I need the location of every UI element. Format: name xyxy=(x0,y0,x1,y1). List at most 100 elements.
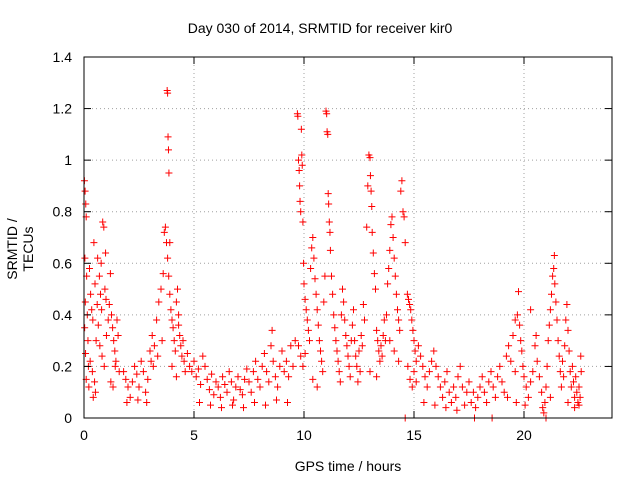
data-point-marker xyxy=(271,373,279,381)
data-point-marker xyxy=(111,347,119,355)
data-point-marker xyxy=(529,368,537,376)
data-point-marker xyxy=(538,388,546,396)
data-point-marker xyxy=(167,306,175,314)
data-point-marker xyxy=(225,368,233,376)
data-point-marker xyxy=(93,301,101,309)
data-point-marker xyxy=(325,200,333,208)
data-point-marker xyxy=(164,133,172,141)
data-point-marker xyxy=(314,321,322,329)
data-point-marker xyxy=(82,350,90,358)
data-point-marker xyxy=(146,347,154,355)
data-point-marker xyxy=(164,89,172,97)
data-point-marker xyxy=(454,373,462,381)
data-point-marker xyxy=(299,362,307,370)
data-point-marker xyxy=(147,357,155,365)
data-point-marker xyxy=(337,311,345,319)
data-point-marker xyxy=(295,156,302,164)
data-point-marker xyxy=(100,223,108,231)
data-point-marker xyxy=(352,352,360,360)
data-point-marker xyxy=(485,378,493,386)
data-point-marker xyxy=(373,326,381,334)
data-point-marker xyxy=(541,399,549,407)
data-point-marker xyxy=(554,337,562,345)
data-point-marker xyxy=(351,337,359,345)
data-point-marker xyxy=(357,331,365,339)
data-point-marker xyxy=(81,298,89,306)
data-point-marker xyxy=(84,337,92,345)
data-point-marker xyxy=(561,342,569,350)
data-point-marker xyxy=(174,285,181,293)
data-point-marker xyxy=(326,228,334,236)
data-point-marker xyxy=(98,352,106,360)
data-point-marker xyxy=(313,306,321,314)
data-point-marker xyxy=(410,368,418,376)
data-point-marker xyxy=(364,182,372,190)
data-point-marker xyxy=(303,316,311,324)
data-point-marker xyxy=(535,373,543,381)
y-tick-label: 0.2 xyxy=(53,358,73,374)
data-point-marker xyxy=(197,380,205,388)
data-point-marker xyxy=(390,347,398,355)
y-tick-label: 0.4 xyxy=(53,307,73,323)
data-point-marker xyxy=(478,373,486,381)
data-point-marker xyxy=(414,342,422,350)
x-tick-label: 0 xyxy=(80,427,88,443)
data-point-marker xyxy=(553,316,561,324)
data-point-marker xyxy=(256,383,264,391)
data-point-marker xyxy=(397,187,405,195)
data-point-marker xyxy=(458,383,466,391)
data-point-marker xyxy=(366,154,374,162)
data-point-marker xyxy=(196,399,203,407)
data-point-marker xyxy=(90,239,98,247)
data-point-marker xyxy=(575,401,583,409)
data-point-marker xyxy=(109,324,117,332)
data-point-marker xyxy=(258,362,266,370)
data-point-marker xyxy=(219,373,227,381)
data-point-marker xyxy=(234,373,242,381)
data-point-marker xyxy=(161,223,169,231)
data-point-marker xyxy=(318,357,326,365)
y-tick-label: 1.2 xyxy=(53,101,73,117)
data-point-marker xyxy=(325,218,333,226)
data-point-marker xyxy=(207,401,214,409)
chart-title: Day 030 of 2014, SRMTID for receiver kir… xyxy=(187,20,453,36)
data-point-marker xyxy=(317,347,324,355)
data-point-marker xyxy=(212,378,220,386)
data-point-marker xyxy=(386,337,394,345)
data-point-marker xyxy=(343,342,351,350)
data-point-marker xyxy=(241,375,249,383)
data-point-marker xyxy=(546,393,554,401)
data-point-marker xyxy=(154,352,162,360)
data-point-marker xyxy=(183,350,191,358)
data-point-marker xyxy=(168,362,176,370)
grid xyxy=(84,57,612,418)
data-point-marker xyxy=(363,223,371,231)
data-point-marker xyxy=(134,396,142,404)
data-point-marker xyxy=(432,362,440,370)
data-point-marker xyxy=(274,383,282,391)
data-point-marker xyxy=(571,404,579,412)
data-point-marker xyxy=(97,290,104,298)
data-point-marker xyxy=(328,272,335,280)
data-point-marker xyxy=(289,362,297,370)
data-point-marker xyxy=(518,347,526,355)
data-point-marker xyxy=(516,321,524,329)
data-point-marker xyxy=(441,378,449,386)
data-point-marker xyxy=(384,280,392,288)
data-point-marker xyxy=(180,357,188,365)
data-point-marker xyxy=(166,239,174,247)
data-point-marker xyxy=(417,352,425,360)
data-point-marker xyxy=(570,378,577,386)
data-point-marker xyxy=(498,378,506,386)
data-point-marker xyxy=(178,352,186,360)
data-point-marker xyxy=(307,264,315,272)
data-point-marker xyxy=(359,301,367,309)
data-point-marker xyxy=(97,259,105,267)
data-point-marker xyxy=(552,298,560,306)
data-point-marker xyxy=(319,368,327,376)
data-point-marker xyxy=(387,221,395,229)
data-point-marker xyxy=(559,357,566,365)
data-point-marker xyxy=(194,365,202,373)
data-point-marker xyxy=(321,272,329,280)
y-tick-label: 1.4 xyxy=(53,49,73,65)
